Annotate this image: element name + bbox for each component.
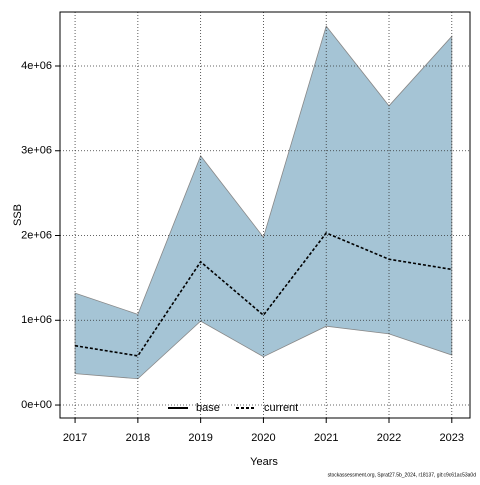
y-tick-label: 2e+06 — [21, 229, 52, 241]
y-axis-label: SSB — [12, 204, 24, 226]
legend-label: current — [264, 402, 298, 414]
x-tick-label: 2017 — [63, 432, 87, 444]
y-tick-label: 1e+06 — [21, 314, 52, 326]
x-tick-label: 2021 — [314, 432, 338, 444]
x-tick-label: 2023 — [440, 432, 464, 444]
y-tick-label: 0e+00 — [21, 399, 52, 411]
x-tick-label: 2022 — [377, 432, 401, 444]
x-tick-label: 2020 — [251, 432, 275, 444]
series-line — [74, 231, 452, 357]
x-axis-label: Years — [250, 456, 278, 468]
x-tick-label: 2018 — [126, 432, 150, 444]
x-tick-label: 2019 — [188, 432, 212, 444]
confidence-band — [74, 25, 453, 380]
plot-frame — [59, 11, 471, 419]
y-tick-label: 3e+06 — [21, 145, 52, 157]
y-tick-label: 4e+06 — [21, 60, 52, 72]
footnote: stockassessment.org, Sprat27.5b_2024, r1… — [328, 472, 477, 478]
legend-label: base — [196, 402, 220, 414]
